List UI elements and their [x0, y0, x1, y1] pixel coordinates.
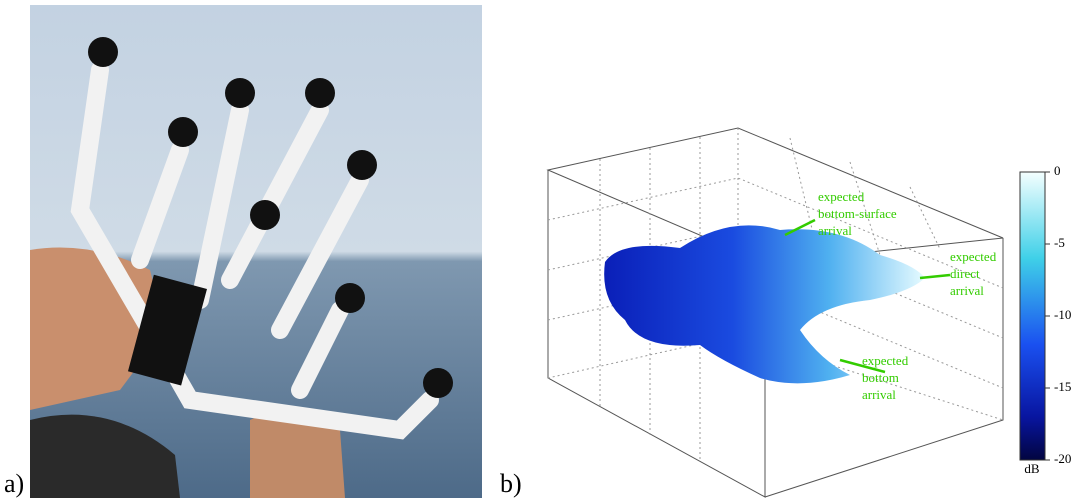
colorbar-label: dB: [1024, 461, 1040, 476]
annotation-text: arrival: [862, 387, 896, 402]
colorbar-tick-label: 0: [1054, 163, 1061, 178]
colorbar-tick-label: -10: [1054, 307, 1071, 322]
panel-label: b): [500, 469, 522, 498]
annotation-text: expected: [862, 353, 909, 368]
annotation-text: arrival: [818, 223, 852, 238]
panel-label: a): [4, 469, 24, 498]
annotation-text: expected: [818, 189, 865, 204]
annotation-text: arrival: [950, 283, 984, 298]
annotation-leaders: [784, 218, 951, 374]
beam-pattern: [604, 225, 925, 384]
annotation-text: direct: [950, 266, 980, 281]
annotation-text: bottom: [862, 370, 899, 385]
colorbar-tick-label: -20: [1054, 451, 1071, 466]
colorbar-tick-label: -5: [1054, 235, 1065, 250]
colorbar-tick-label: -15: [1054, 379, 1071, 394]
annotation-text: expected: [950, 249, 997, 264]
photo: [30, 5, 482, 498]
annotation-text: bottom-surface: [818, 206, 897, 221]
colorbar: [1019, 171, 1046, 461]
